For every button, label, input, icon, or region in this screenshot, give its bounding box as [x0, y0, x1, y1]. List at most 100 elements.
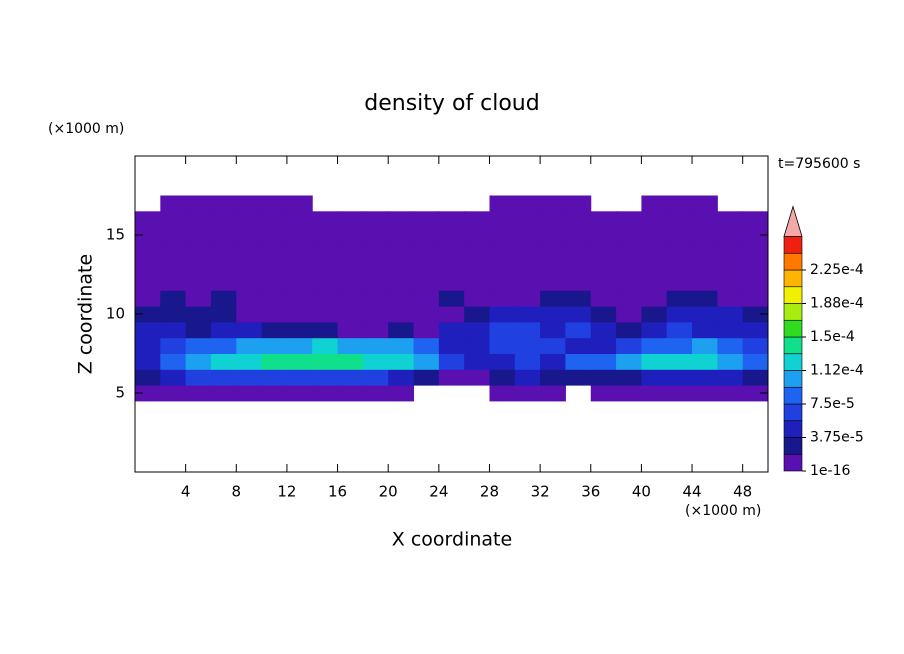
contour-cell [185, 337, 212, 354]
contour-cell [438, 337, 465, 354]
contour-cell [210, 353, 237, 370]
contour-cell [236, 337, 263, 354]
contour-cell [641, 195, 668, 212]
contour-cell [514, 385, 541, 402]
contour-cell [641, 385, 668, 402]
contour-cell [616, 306, 642, 323]
contour-cell [438, 369, 465, 386]
contour-cell [286, 242, 313, 260]
contour-cell [210, 274, 237, 291]
contour-cell [666, 353, 693, 370]
colorbar-tick-label: 3.75e-5 [810, 430, 864, 446]
contour-cell [312, 290, 339, 307]
contour-cell [489, 227, 516, 244]
contour-cell [641, 306, 668, 323]
contour-cell [413, 337, 440, 354]
contour-cell [388, 211, 415, 228]
contour-cell [362, 274, 389, 291]
contour-cell [616, 369, 642, 386]
contour-cell [666, 211, 693, 228]
contour-cell [337, 258, 364, 275]
contour-cell [438, 290, 465, 307]
colorbar-tick-label: 1.5e-4 [810, 329, 855, 345]
contour-cell [565, 274, 592, 291]
contour-cell [590, 385, 617, 402]
contour-cell [514, 306, 541, 323]
contour-cell [641, 258, 668, 275]
contour-cell [438, 321, 465, 339]
contour-cell [312, 227, 339, 244]
contour-cell [616, 290, 642, 307]
contour-cell [489, 211, 516, 228]
contour-cell [692, 321, 718, 339]
contour-cell [565, 195, 592, 212]
contour-cell [362, 306, 389, 323]
contour-cell [641, 321, 668, 339]
contour-cell [362, 337, 389, 354]
contour-cell [590, 353, 617, 370]
contour-cell [185, 290, 212, 307]
colorbar-tick-label: 1e-16 [810, 463, 850, 479]
contour-cell [388, 290, 415, 307]
x-tick-label: 44 [682, 483, 701, 501]
contour-cell [666, 321, 693, 339]
contour-cell [362, 385, 389, 402]
contour-cell [540, 242, 566, 260]
x-unit-label: (×1000 m) [685, 503, 761, 519]
contour-cell [666, 258, 693, 275]
contour-cell [565, 337, 592, 354]
contour-cell [286, 353, 313, 370]
x-tick-label: 48 [733, 483, 752, 501]
contour-cell [261, 211, 288, 228]
contour-cell [464, 321, 490, 339]
contour-cell [312, 211, 339, 228]
contour-cell [590, 306, 617, 323]
contour-cell [135, 306, 161, 323]
contour-cell [489, 195, 516, 212]
contour-cell [185, 195, 212, 212]
contour-cell [413, 306, 440, 323]
contour-cell [540, 353, 566, 370]
contour-cell [692, 258, 718, 275]
contour-cell [160, 321, 187, 339]
contour-cell [261, 337, 288, 354]
contour-cell [438, 227, 465, 244]
contour-cell [666, 369, 693, 386]
contour-cell [210, 211, 237, 228]
contour-cell [160, 211, 187, 228]
x-tick-label: 16 [328, 483, 347, 501]
contour-cell [261, 242, 288, 260]
contour-cell [185, 227, 212, 244]
contour-cell [160, 242, 187, 260]
colorbar-box [783, 252, 803, 271]
contour-cell [210, 369, 237, 386]
contour-cell [616, 274, 642, 291]
contour-cell [312, 242, 339, 260]
contour-cell [210, 337, 237, 354]
contour-cell [261, 385, 288, 402]
contour-cell [565, 321, 592, 339]
contour-cell [590, 211, 617, 228]
contour-cell [692, 227, 718, 244]
contour-cell [312, 353, 339, 370]
contour-cell [464, 306, 490, 323]
contour-cell [362, 290, 389, 307]
contour-cell [438, 306, 465, 323]
contour-cell [388, 337, 415, 354]
contour-cell [413, 274, 440, 291]
contour-cell [337, 353, 364, 370]
contour-cell [388, 242, 415, 260]
contour-cell [717, 274, 744, 291]
contour-cell [540, 385, 566, 402]
contour-cell [616, 258, 642, 275]
contour-cell [135, 274, 161, 291]
contour-cell [135, 258, 161, 275]
contour-cell [236, 306, 263, 323]
contour-cell [742, 306, 769, 323]
contour-cell [489, 258, 516, 275]
x-tick-label: 40 [632, 483, 651, 501]
colorbar-box [783, 403, 803, 422]
contour-cell [337, 242, 364, 260]
contour-cell [337, 290, 364, 307]
